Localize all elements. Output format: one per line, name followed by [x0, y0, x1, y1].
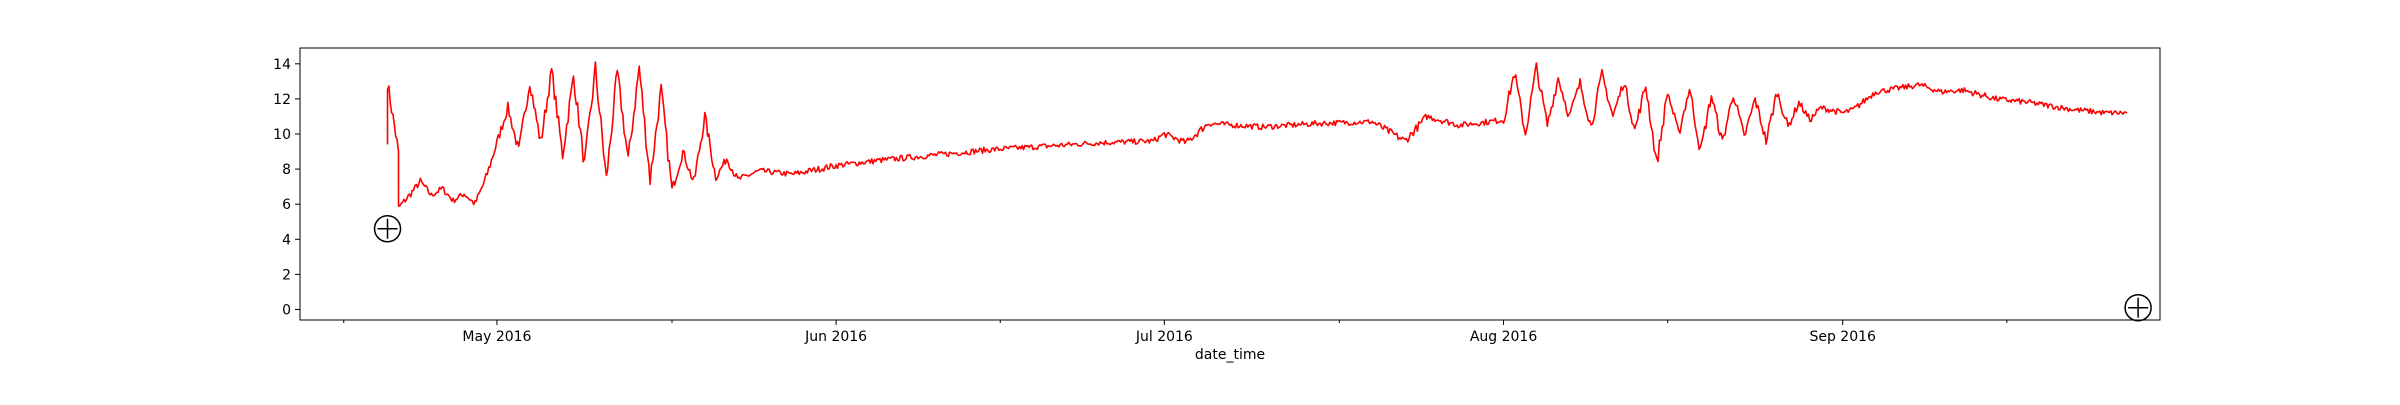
max-marker	[2124, 293, 2152, 322]
chart-markers	[373, 214, 2152, 322]
min-marker	[373, 214, 402, 243]
x-axis-label: date_time	[1195, 347, 1265, 363]
y-tick-label: 0	[282, 302, 291, 318]
x-tick-label: Sep 2016	[1809, 329, 1876, 345]
x-tick-label: Aug 2016	[1470, 329, 1538, 345]
plot-frame	[299, 47, 2161, 321]
x-axis-ticks: May 2016 Jun 2016 Jul 2016 Aug 2016 Sep 2016	[343, 320, 2008, 345]
y-tick-label: 4	[282, 232, 291, 248]
y-tick-label: 12	[273, 92, 291, 108]
y-tick-label: 6	[282, 197, 291, 213]
y-tick-label: 14	[273, 57, 291, 73]
x-tick-label: Jul 2016	[1135, 329, 1193, 345]
x-tick-label: May 2016	[462, 329, 531, 345]
y-tick-label: 10	[273, 127, 291, 143]
x-tick-label: Jun 2016	[804, 329, 867, 345]
marker-circle	[373, 214, 402, 243]
plot-area	[386, 61, 2128, 207]
y-axis-ticks: 0 2 4 6 8 10 12 14	[273, 57, 300, 318]
marker-circle	[2124, 293, 2152, 322]
series-line	[386, 61, 2128, 207]
y-tick-label: 8	[282, 162, 291, 178]
y-tick-label: 2	[282, 267, 291, 283]
